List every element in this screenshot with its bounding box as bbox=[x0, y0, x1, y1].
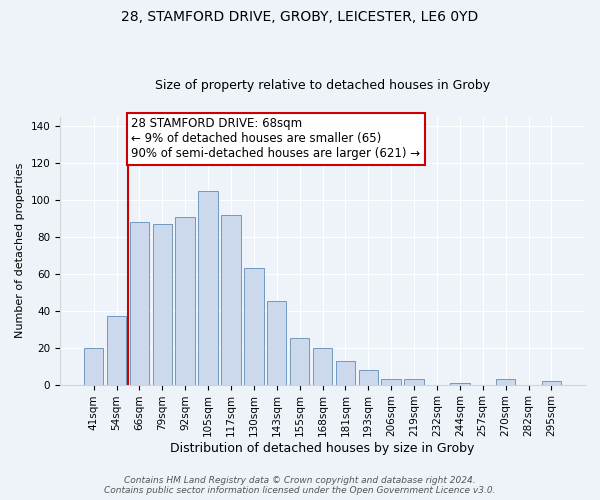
Bar bbox=[84, 348, 103, 385]
Bar bbox=[199, 190, 218, 384]
Bar bbox=[450, 383, 470, 384]
Bar bbox=[382, 379, 401, 384]
Bar bbox=[107, 316, 126, 384]
Text: 28 STAMFORD DRIVE: 68sqm
← 9% of detached houses are smaller (65)
90% of semi-de: 28 STAMFORD DRIVE: 68sqm ← 9% of detache… bbox=[131, 118, 421, 160]
Bar bbox=[152, 224, 172, 384]
X-axis label: Distribution of detached houses by size in Groby: Distribution of detached houses by size … bbox=[170, 442, 475, 455]
Bar bbox=[335, 360, 355, 384]
Bar bbox=[404, 379, 424, 384]
Bar bbox=[130, 222, 149, 384]
Bar bbox=[175, 216, 195, 384]
Text: 28, STAMFORD DRIVE, GROBY, LEICESTER, LE6 0YD: 28, STAMFORD DRIVE, GROBY, LEICESTER, LE… bbox=[121, 10, 479, 24]
Text: Contains HM Land Registry data © Crown copyright and database right 2024.
Contai: Contains HM Land Registry data © Crown c… bbox=[104, 476, 496, 495]
Bar bbox=[221, 214, 241, 384]
Y-axis label: Number of detached properties: Number of detached properties bbox=[15, 163, 25, 338]
Bar bbox=[290, 338, 310, 384]
Bar bbox=[313, 348, 332, 385]
Bar bbox=[496, 379, 515, 384]
Bar bbox=[244, 268, 263, 384]
Bar bbox=[267, 302, 286, 384]
Title: Size of property relative to detached houses in Groby: Size of property relative to detached ho… bbox=[155, 79, 490, 92]
Bar bbox=[359, 370, 378, 384]
Bar bbox=[542, 381, 561, 384]
